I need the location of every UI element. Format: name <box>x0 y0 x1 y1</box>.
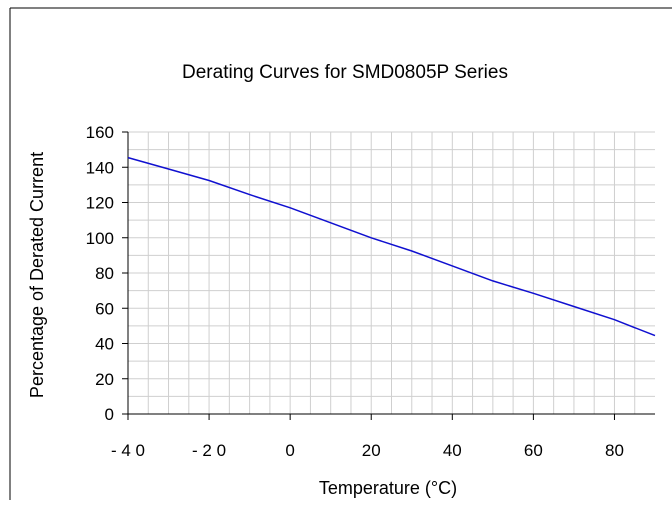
y-tick-label: 160 <box>86 123 114 142</box>
grid <box>128 131 655 414</box>
x-tick-label: 60 <box>524 441 543 460</box>
x-tick-label: - 2 0 <box>192 441 226 460</box>
series-layer <box>127 156 656 337</box>
x-tick-label: 20 <box>362 441 381 460</box>
y-tick-label: 120 <box>86 194 114 213</box>
y-tick-label: 40 <box>95 335 114 354</box>
y-tick-label: 0 <box>105 405 114 424</box>
y-tick-label: 100 <box>86 229 114 248</box>
x-tick-label: 80 <box>605 441 624 460</box>
y-axis-label: Percentage of Derated Current <box>27 152 47 398</box>
y-tick-label: 140 <box>86 158 114 177</box>
x-tick-labels: - 4 0 - 2 0 0 20 40 60 80 <box>111 441 624 460</box>
chart-title: Derating Curves for SMD0805P Series <box>182 62 508 83</box>
y-tick-label: 60 <box>95 299 114 318</box>
x-tick-label: 40 <box>443 441 462 460</box>
x-axis-label: Temperature (°C) <box>319 478 457 498</box>
series-line <box>127 156 656 337</box>
x-tick-label: 0 <box>285 441 294 460</box>
y-tick-label: 20 <box>95 370 114 389</box>
y-tick-label: 80 <box>95 264 114 283</box>
axes <box>122 131 655 420</box>
y-tick-labels: 0 20 40 60 80 100 120 140 160 <box>86 123 114 424</box>
x-tick-label: - 4 0 <box>111 441 145 460</box>
